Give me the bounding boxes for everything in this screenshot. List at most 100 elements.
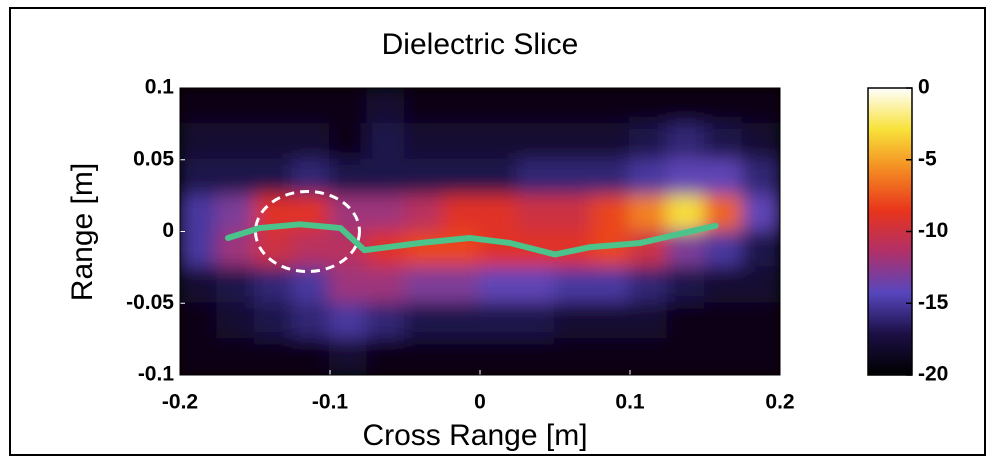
trace-line	[225, 221, 719, 258]
heatmap-cell	[254, 88, 294, 125]
heatmap-cell	[216, 122, 256, 161]
heatmap-cells	[180, 88, 780, 375]
heatmap-cell	[554, 302, 594, 341]
heatmap-cell	[704, 302, 744, 341]
heatmap-cell	[404, 302, 444, 341]
heatmap-cell	[629, 158, 669, 197]
heatmap-cell	[666, 302, 706, 341]
heatmap-cell	[591, 266, 631, 305]
heatmap-cell	[479, 194, 519, 233]
heatmap-cell	[216, 194, 256, 233]
heatmap-cell	[404, 230, 444, 269]
heatmap-cell	[704, 338, 744, 375]
heatmap-cell	[366, 88, 406, 125]
heatmap-cell	[479, 302, 519, 341]
heatmap-cell	[479, 338, 519, 375]
heatmap-cell	[404, 266, 444, 305]
heatmap-cell	[666, 194, 706, 233]
heatmap-cell	[554, 122, 594, 161]
heatmap-cell	[441, 266, 481, 305]
frame	[9, 7, 986, 456]
heatmap-cell	[741, 266, 780, 305]
heatmap-cell	[479, 266, 519, 305]
heatmap-cell	[629, 302, 669, 341]
heatmap-cell	[629, 122, 669, 161]
heatmap-cell	[329, 266, 369, 305]
heatmap-cell	[180, 122, 219, 161]
heatmap-cell	[329, 88, 369, 125]
heatmap-cell	[291, 122, 331, 161]
heatmap-cell	[366, 338, 406, 375]
heatmap	[180, 88, 780, 375]
heatmap-cell	[180, 266, 219, 305]
heatmap-cell	[404, 122, 444, 161]
heatmap-cell	[516, 88, 556, 125]
y-tick-label: 0.1	[145, 76, 175, 99]
heatmap-cell	[516, 194, 556, 233]
highlight-ellipse	[254, 190, 361, 273]
x-tick-label: -0.2	[162, 391, 198, 414]
heatmap-cell	[741, 302, 780, 341]
heatmap-cell	[216, 88, 256, 125]
heatmap-cell	[741, 158, 780, 197]
heatmap-cell	[554, 338, 594, 375]
heatmap-cell	[629, 338, 669, 375]
chart-title: Dielectric Slice	[382, 28, 579, 61]
heatmap-cell	[441, 88, 481, 125]
heatmap-cell	[741, 194, 780, 233]
heatmap-cell	[254, 158, 294, 197]
heatmap-cell	[366, 122, 406, 161]
heatmap-cell	[180, 194, 219, 233]
heatmap-cell	[180, 230, 219, 269]
heatmap-cell	[404, 338, 444, 375]
colorbar-tick-label: -15	[918, 291, 949, 314]
heatmap-cell	[180, 158, 219, 197]
y-tick-label: 0.05	[133, 147, 174, 170]
heatmap-cell	[591, 122, 631, 161]
x-axis-label: Cross Range [m]	[362, 419, 587, 452]
x-tick-label: 0.1	[615, 391, 645, 414]
heatmap-cell	[629, 88, 669, 125]
colorbar-tick-label: 0	[918, 76, 930, 99]
x-tick-label: 0.2	[765, 391, 794, 414]
heatmap-cell	[516, 158, 556, 197]
heatmap-cell	[554, 158, 594, 197]
heatmap-cell	[216, 266, 256, 305]
heatmap-cell	[629, 194, 669, 233]
heatmap-cell	[554, 88, 594, 125]
heatmap-cell	[441, 302, 481, 341]
heatmap-cell	[329, 338, 369, 375]
heatmap-cell	[666, 122, 706, 161]
heatmap-cell	[254, 266, 294, 305]
heatmap-cell	[704, 158, 744, 197]
heatmap-cell	[591, 194, 631, 233]
heatmap-cell	[366, 194, 406, 233]
heatmap-cell	[329, 158, 369, 197]
heatmap-cell	[216, 338, 256, 375]
heatmap-cell	[741, 230, 780, 269]
heatmap-cell	[291, 302, 331, 341]
heatmap-cell	[366, 158, 406, 197]
heatmap-cell	[666, 266, 706, 305]
heatmap-cell	[254, 338, 294, 375]
colorbar-tick-label: -10	[918, 219, 948, 242]
heatmap-cell	[704, 122, 744, 161]
heatmap-cell	[441, 122, 481, 161]
heatmap-cell	[591, 302, 631, 341]
plot-border	[179, 87, 781, 376]
heatmap-cell	[516, 338, 556, 375]
heatmap-cell	[516, 302, 556, 341]
heatmap-cell	[404, 158, 444, 197]
y-axis-label: Range [m]	[66, 163, 99, 301]
heatmap-cell	[516, 266, 556, 305]
heatmap-cell	[704, 230, 744, 269]
heatmap-cell	[666, 158, 706, 197]
colorbar-tick-label: -20	[918, 363, 948, 386]
heatmap-cell	[629, 266, 669, 305]
heatmap-cell	[291, 158, 331, 197]
y-tick-label: -0.05	[126, 291, 174, 314]
heatmap-cell	[216, 302, 256, 341]
heatmap-cell	[704, 266, 744, 305]
